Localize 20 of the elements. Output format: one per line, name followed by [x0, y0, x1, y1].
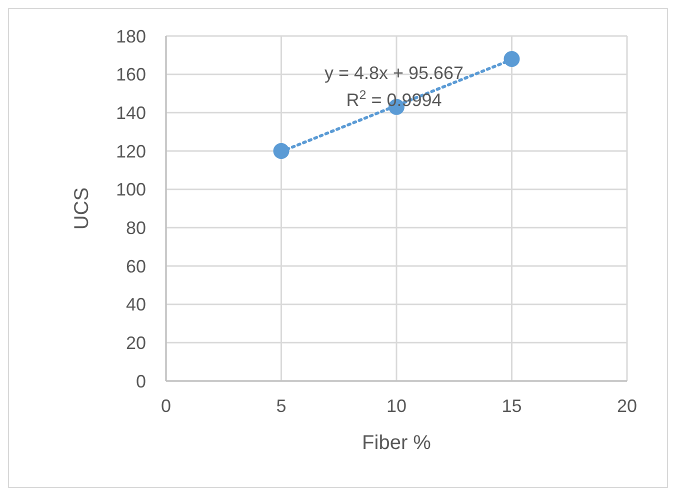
x-tick-label: 15 [502, 396, 522, 416]
x-tick-label: 20 [616, 396, 638, 416]
x-tick-label: 10 [386, 396, 407, 416]
y-tick-label: 60 [126, 256, 146, 276]
x-tick-label: 0 [160, 396, 172, 416]
y-tick-label: 120 [116, 141, 146, 162]
y-tick-label: 180 [116, 26, 146, 46]
point [504, 51, 520, 67]
y-tick-label: 100 [116, 180, 146, 200]
y-axis-title: UCS [71, 187, 94, 230]
x-tick-label: 5 [276, 396, 286, 416]
y-tick-label: 80 [126, 218, 146, 238]
y-tick-label: 0 [136, 371, 146, 392]
x-axis-title: Fiber % [362, 432, 432, 454]
y-tick-label: 20 [126, 333, 146, 354]
annotation: y = 4.8x + 95.667 [324, 63, 464, 83]
y-tick-label: 40 [126, 294, 146, 315]
point [273, 143, 290, 159]
y-tick-label: 140 [116, 103, 146, 124]
y-tick-label: 160 [116, 64, 146, 85]
